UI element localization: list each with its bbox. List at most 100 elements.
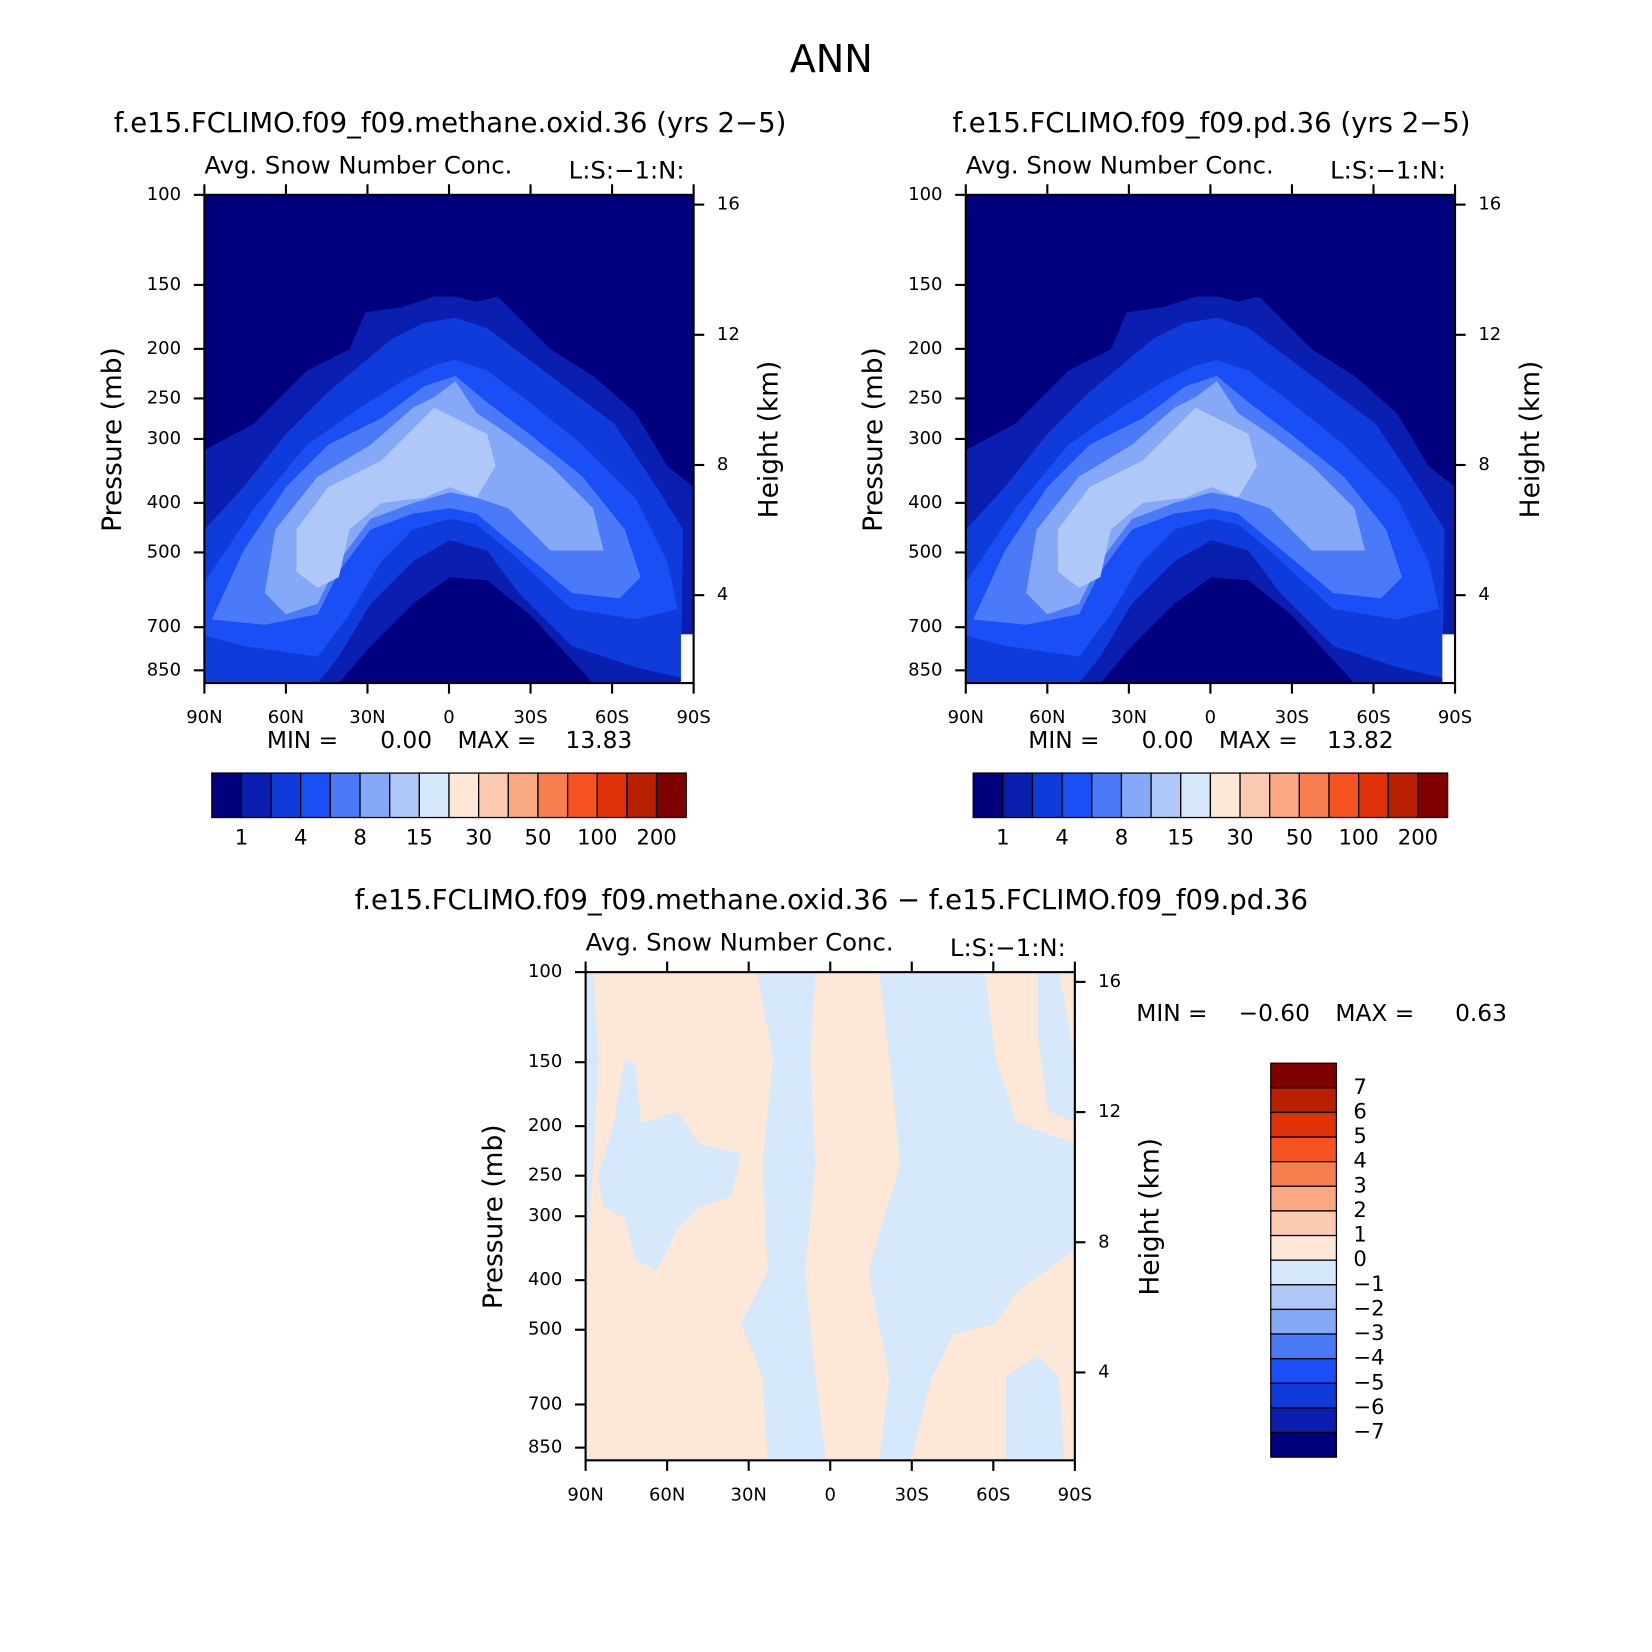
colorbar-box [1270, 1210, 1338, 1237]
contour-fill [598, 1058, 742, 1271]
colorbar-box [478, 772, 509, 819]
panel-subtitle: Avg. Snow Number Conc. [966, 150, 1274, 179]
colorbar-box [1270, 1259, 1338, 1286]
colorbar-box [1270, 1136, 1338, 1163]
stat-value: 13.83 [566, 727, 633, 754]
colorbar-box [1270, 1431, 1338, 1458]
y2-axis-label: Height (km) [1135, 1138, 1166, 1296]
colorbar-label: 30 [465, 825, 492, 850]
y2-axis-label: Height (km) [1515, 361, 1546, 519]
y-axis-label: Pressure (mb) [478, 1124, 509, 1309]
x-tick-label: 0 [443, 707, 454, 728]
y-tick-label: 400 [908, 492, 942, 513]
y-tick-label: 200 [908, 338, 942, 359]
stat-value: 0.00 [1142, 727, 1194, 754]
y-tick-label: 500 [528, 1319, 562, 1340]
stat-name: MAX = [457, 727, 536, 754]
colorbar-box [1270, 1087, 1338, 1114]
colorbar-box [1270, 1234, 1338, 1261]
x-tick-label: 90S [1058, 1484, 1092, 1505]
y-tick-label: 400 [147, 492, 181, 513]
colorbar-label: 0 [1353, 1246, 1366, 1271]
stat-name: MAX = [1219, 727, 1298, 754]
colorbar-box [1270, 1382, 1338, 1409]
colorbar-label: 2 [1353, 1197, 1366, 1222]
colorbar-box [211, 772, 243, 819]
stat-value: −0.60 [1239, 1000, 1310, 1027]
colorbar-label: 1 [1353, 1222, 1366, 1247]
figure-title: ANN [790, 37, 873, 81]
y-tick-label: 150 [908, 274, 942, 295]
colorbar-box [1180, 772, 1212, 819]
colorbar-box [1269, 772, 1300, 819]
colorbar-label: 7 [1353, 1074, 1366, 1099]
contour-fill [1037, 972, 1075, 1123]
missing-data [680, 634, 694, 684]
y-tick-label: 100 [147, 184, 181, 205]
colorbar-box [537, 772, 569, 819]
y-tick-label: 100 [528, 961, 562, 982]
colorbar-label: 15 [1167, 825, 1194, 850]
colorbar-box [655, 772, 687, 819]
colorbar-box [1417, 772, 1449, 819]
units: L:S:−1:N: [569, 156, 685, 185]
colorbar-label: −2 [1353, 1295, 1384, 1320]
y-tick-label: 500 [908, 541, 942, 562]
x-tick-label: 0 [1205, 707, 1216, 728]
colorbar-label: −4 [1353, 1345, 1384, 1370]
y-axis-label: Pressure (mb) [858, 347, 889, 532]
stat-name: MAX = [1335, 1000, 1414, 1027]
colorbar-box [418, 772, 450, 819]
x-tick-label: 60S [1356, 707, 1390, 728]
colorbar-box [329, 772, 361, 819]
contour-fill [741, 972, 826, 1462]
colorbar-label: 30 [1227, 825, 1254, 850]
y-tick-label: 250 [147, 387, 181, 408]
y-tick-label: 300 [528, 1205, 562, 1226]
colorbar-box [359, 772, 391, 819]
colorbar-label: 200 [1398, 825, 1438, 850]
colorbar-box [1150, 772, 1182, 819]
x-tick-label: 90N [186, 707, 222, 728]
y2-axis-label: Height (km) [753, 361, 784, 519]
colorbar-box [1270, 1161, 1338, 1187]
x-tick-label: 90S [676, 707, 710, 728]
colorbar-label: 15 [406, 825, 433, 850]
x-tick-label: 30N [1111, 707, 1147, 728]
y2-tick-label: 8 [1098, 1231, 1109, 1252]
y-tick-label: 850 [528, 1437, 562, 1458]
x-tick-label: 60N [1029, 707, 1065, 728]
y2-tick-label: 16 [717, 194, 740, 215]
colorbar-label: 1 [996, 825, 1009, 850]
y2-tick-label: 12 [1478, 324, 1501, 345]
colorbar-label: 6 [1353, 1098, 1366, 1123]
colorbar-label: 4 [1353, 1148, 1366, 1173]
x-tick-label: 30S [1275, 707, 1309, 728]
colorbar-label: 4 [1055, 825, 1068, 850]
colorbar-box [1387, 772, 1419, 819]
colorbar-label: 200 [636, 825, 676, 850]
colorbar-box [270, 772, 302, 819]
colorbar-box [1270, 1111, 1338, 1138]
colorbar-box [1270, 1333, 1338, 1360]
contour-fill [1057, 407, 1258, 588]
colorbar-box [1270, 1407, 1338, 1434]
colorbar-label: −1 [1353, 1271, 1384, 1296]
colorbar-box [1120, 772, 1152, 819]
y-tick-label: 850 [147, 659, 181, 680]
y2-tick-label: 4 [1098, 1361, 1109, 1382]
colorbar-box [596, 772, 628, 819]
stat-name: MIN = [1136, 1000, 1207, 1027]
x-tick-label: 60S [976, 1484, 1010, 1505]
colorbar-box [626, 772, 658, 819]
panel-title: f.e15.FCLIMO.f09_f09.methane.oxid.36 (yr… [114, 107, 787, 139]
colorbar-label: −7 [1353, 1419, 1384, 1444]
stat-name: MIN = [267, 727, 338, 754]
colorbar-box [1091, 772, 1123, 819]
colorbar-label: 50 [1286, 825, 1313, 850]
colorbar-box [1270, 1284, 1338, 1311]
x-tick-label: 30S [513, 707, 547, 728]
colorbar-label: 3 [1353, 1172, 1366, 1197]
units: L:S:−1:N: [1330, 156, 1446, 185]
